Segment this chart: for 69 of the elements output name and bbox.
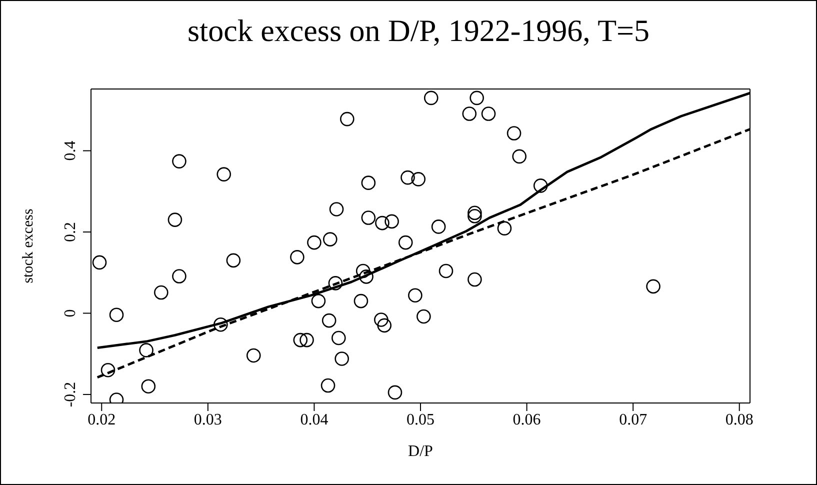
point bbox=[328, 276, 343, 290]
point bbox=[216, 167, 232, 182]
point bbox=[109, 308, 124, 322]
point bbox=[246, 348, 261, 363]
point bbox=[356, 264, 370, 278]
point bbox=[323, 232, 338, 246]
point bbox=[168, 212, 182, 227]
y-tick-label: 0.4 bbox=[62, 140, 79, 161]
point bbox=[361, 176, 376, 190]
point bbox=[300, 332, 314, 348]
point bbox=[172, 154, 186, 168]
x-tick-label: 0.04 bbox=[300, 411, 328, 428]
x-tick-label: 0.05 bbox=[406, 411, 434, 428]
point bbox=[172, 269, 186, 284]
point bbox=[375, 216, 390, 230]
point bbox=[214, 317, 228, 332]
point bbox=[468, 206, 482, 220]
point bbox=[139, 343, 154, 358]
point bbox=[468, 272, 482, 287]
point bbox=[154, 285, 168, 300]
point bbox=[293, 332, 308, 348]
point bbox=[226, 253, 241, 268]
point bbox=[290, 250, 304, 264]
point bbox=[340, 112, 354, 126]
point bbox=[384, 214, 399, 229]
point bbox=[377, 318, 392, 333]
point bbox=[646, 279, 660, 294]
y-tick-label: -0.2 bbox=[62, 382, 79, 408]
point bbox=[307, 235, 322, 250]
point bbox=[408, 288, 422, 303]
point bbox=[481, 106, 496, 121]
point bbox=[424, 90, 438, 106]
y-axis-title: stock excess bbox=[20, 208, 36, 284]
x-tick-label: 0.03 bbox=[194, 411, 222, 428]
point bbox=[506, 126, 522, 140]
point bbox=[354, 294, 368, 308]
point bbox=[411, 172, 426, 186]
point bbox=[141, 379, 156, 394]
x-tick-label: 0.06 bbox=[512, 411, 541, 428]
point bbox=[398, 235, 413, 250]
point bbox=[332, 330, 346, 346]
point bbox=[470, 90, 484, 106]
x-tick-label: 0.02 bbox=[88, 411, 116, 428]
x-tick-label: 0.08 bbox=[725, 411, 754, 428]
point bbox=[533, 178, 548, 193]
x-axis-title: D/P bbox=[408, 443, 434, 460]
point bbox=[100, 362, 116, 378]
point bbox=[320, 378, 336, 393]
point bbox=[361, 210, 376, 225]
point bbox=[322, 313, 336, 328]
point bbox=[416, 309, 431, 324]
point bbox=[468, 208, 482, 224]
point bbox=[400, 170, 415, 185]
point bbox=[311, 294, 326, 308]
point bbox=[431, 220, 446, 234]
x-tick-label: 0.07 bbox=[619, 411, 648, 428]
point bbox=[329, 202, 344, 216]
point bbox=[512, 149, 526, 164]
point bbox=[497, 221, 512, 236]
chart-title: stock excess on D/P, 1922-1996, T=5 bbox=[186, 12, 651, 50]
y-tick-label: 0 bbox=[62, 309, 79, 318]
point bbox=[462, 106, 477, 121]
point bbox=[438, 264, 454, 278]
y-tick-label: 0.2 bbox=[62, 222, 79, 242]
point bbox=[388, 385, 402, 400]
point bbox=[92, 255, 107, 270]
point bbox=[374, 312, 388, 327]
point bbox=[359, 270, 374, 284]
point bbox=[334, 352, 349, 366]
